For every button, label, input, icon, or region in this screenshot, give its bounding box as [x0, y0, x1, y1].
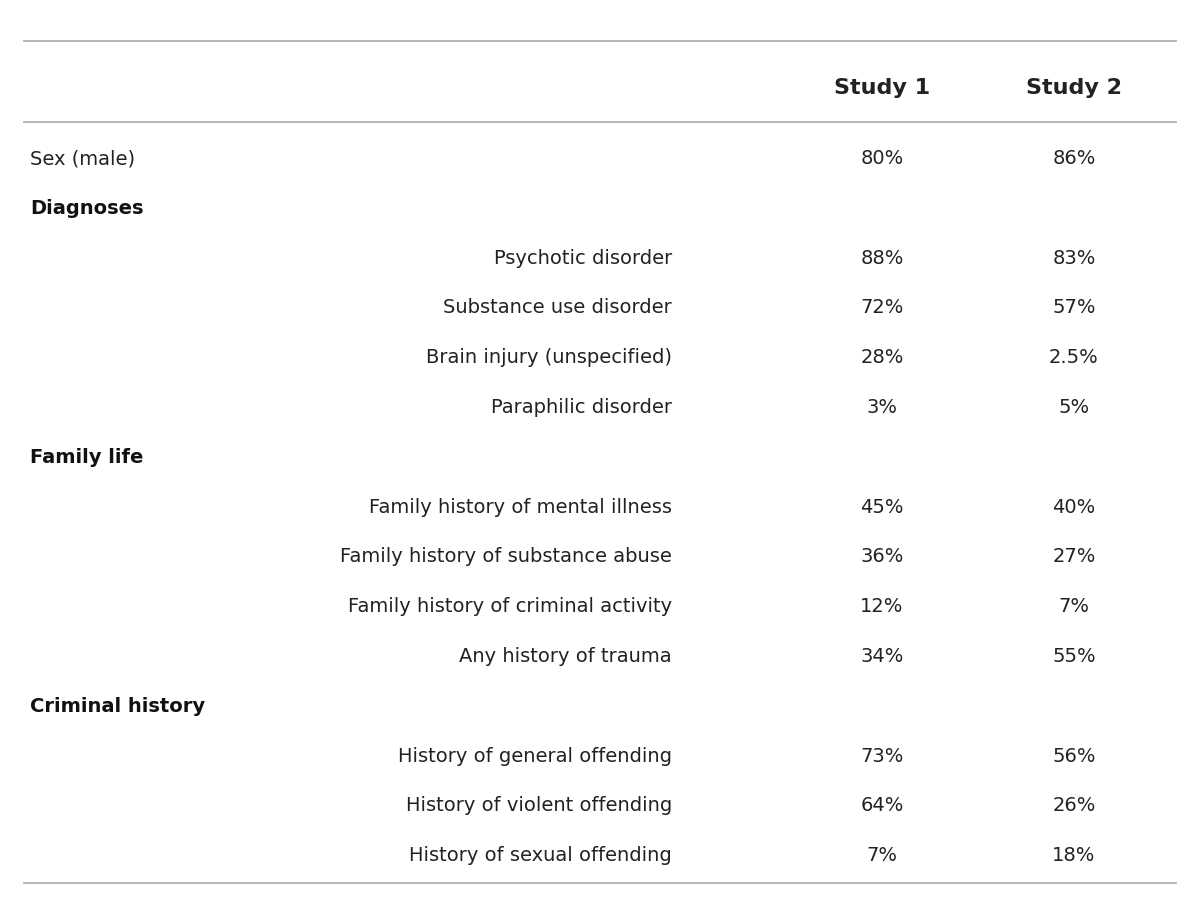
Text: 56%: 56% [1052, 747, 1096, 765]
Text: Brain injury (unspecified): Brain injury (unspecified) [426, 349, 672, 367]
Text: Family life: Family life [30, 448, 143, 467]
Text: Sex (male): Sex (male) [30, 149, 136, 168]
Text: 5%: 5% [1058, 398, 1090, 417]
Text: 7%: 7% [866, 846, 898, 865]
Text: Substance use disorder: Substance use disorder [443, 299, 672, 317]
Text: 88%: 88% [860, 249, 904, 267]
Text: History of sexual offending: History of sexual offending [409, 846, 672, 865]
Text: Study 1: Study 1 [834, 77, 930, 98]
Text: 73%: 73% [860, 747, 904, 765]
Text: 80%: 80% [860, 149, 904, 168]
Text: 26%: 26% [1052, 797, 1096, 815]
Text: History of general offending: History of general offending [398, 747, 672, 765]
Text: 55%: 55% [1052, 647, 1096, 666]
Text: 27%: 27% [1052, 548, 1096, 566]
Text: 45%: 45% [860, 498, 904, 516]
Text: 2.5%: 2.5% [1049, 349, 1099, 367]
Text: Psychotic disorder: Psychotic disorder [493, 249, 672, 267]
Text: Study 2: Study 2 [1026, 77, 1122, 98]
Text: 36%: 36% [860, 548, 904, 566]
Text: Diagnoses: Diagnoses [30, 199, 144, 218]
Text: 3%: 3% [866, 398, 898, 417]
Text: Any history of trauma: Any history of trauma [460, 647, 672, 666]
Text: 34%: 34% [860, 647, 904, 666]
Text: 57%: 57% [1052, 299, 1096, 317]
Text: Family history of mental illness: Family history of mental illness [370, 498, 672, 516]
Text: 64%: 64% [860, 797, 904, 815]
Text: 40%: 40% [1052, 498, 1096, 516]
Text: 12%: 12% [860, 597, 904, 616]
Text: 83%: 83% [1052, 249, 1096, 267]
Text: 28%: 28% [860, 349, 904, 367]
Text: 7%: 7% [1058, 597, 1090, 616]
Text: Family history of substance abuse: Family history of substance abuse [340, 548, 672, 566]
Text: 18%: 18% [1052, 846, 1096, 865]
Text: 72%: 72% [860, 299, 904, 317]
Text: History of violent offending: History of violent offending [406, 797, 672, 815]
Text: Paraphilic disorder: Paraphilic disorder [491, 398, 672, 417]
Text: Family history of criminal activity: Family history of criminal activity [348, 597, 672, 616]
Text: 86%: 86% [1052, 149, 1096, 168]
Text: Criminal history: Criminal history [30, 697, 205, 715]
